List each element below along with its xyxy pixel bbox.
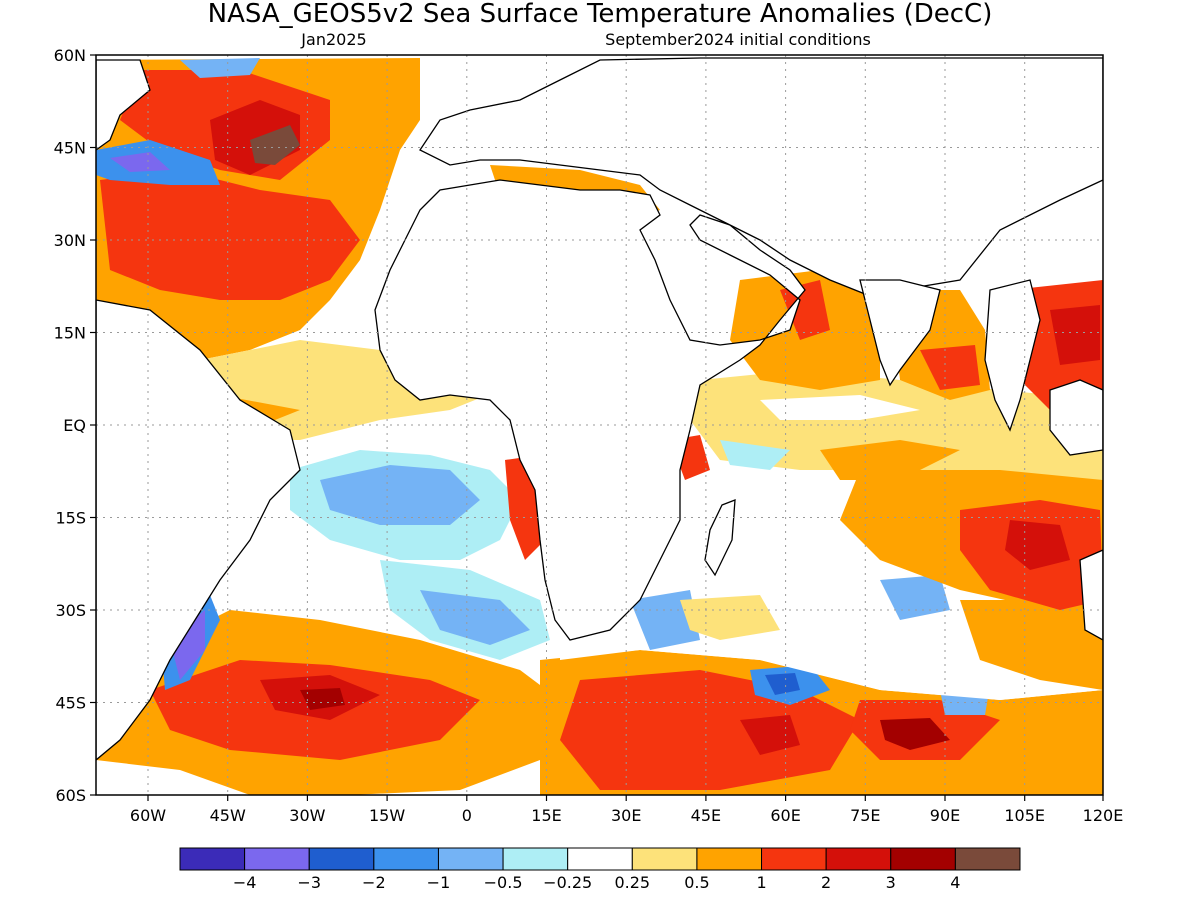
colorbar-label: 1 bbox=[756, 873, 766, 892]
colorbar-swatch bbox=[825, 847, 892, 871]
colorbar-swatch bbox=[696, 847, 763, 871]
colorbar-label: −3 bbox=[297, 873, 321, 892]
colorbar-label: −1 bbox=[427, 873, 451, 892]
graticule bbox=[96, 55, 1103, 795]
longitude-tick-label: 0 bbox=[462, 806, 472, 825]
colorbar-label: −4 bbox=[233, 873, 257, 892]
latitude-tick-label: 60S bbox=[55, 786, 86, 805]
longitude-axis: 60W 45W 30W 15W 0 15E 30E 45E 60E 75E 90E 105E 120E bbox=[130, 795, 1123, 825]
colorbar-swatch bbox=[373, 847, 439, 871]
colorbar-swatch bbox=[179, 847, 246, 871]
africa-landmass bbox=[374, 179, 806, 641]
colorbar-label: 4 bbox=[950, 873, 960, 892]
colorbar-label: −2 bbox=[362, 873, 386, 892]
forecast-month-label: Jan2025 bbox=[300, 30, 366, 49]
latitude-tick-label: 45S bbox=[55, 694, 86, 713]
latitude-tick-label: 45N bbox=[54, 139, 86, 158]
colorbar-swatch bbox=[890, 847, 956, 871]
colorbar-swatch bbox=[631, 847, 698, 871]
longitude-tick-label: 75E bbox=[850, 806, 880, 825]
colorbar-swatch bbox=[437, 847, 504, 871]
longitude-tick-label: 30W bbox=[289, 806, 325, 825]
colorbar-label: 3 bbox=[886, 873, 896, 892]
map-title: NASA_GEOS5v2 Sea Surface Temperature Ano… bbox=[208, 0, 993, 29]
australia-landmass bbox=[1079, 549, 1103, 641]
longitude-tick-label: 60W bbox=[130, 806, 166, 825]
colorbar-swatch bbox=[954, 847, 1021, 871]
map-area bbox=[96, 55, 1103, 795]
colorbar-label: −0.25 bbox=[543, 873, 592, 892]
southeast-asia-landmass bbox=[984, 279, 1041, 432]
latitude-tick-label: 30S bbox=[55, 601, 86, 620]
indonesia-landmass bbox=[1049, 379, 1103, 456]
initial-conditions-label: September2024 initial conditions bbox=[605, 30, 871, 49]
colorbar-swatch bbox=[502, 847, 569, 871]
north-america-landmass bbox=[96, 59, 151, 151]
latitude-tick-label: 15N bbox=[54, 324, 86, 343]
longitude-tick-label: 90E bbox=[930, 806, 960, 825]
longitude-tick-label: 15W bbox=[369, 806, 405, 825]
longitude-tick-label: 60E bbox=[770, 806, 800, 825]
south-america-landmass bbox=[96, 299, 301, 761]
latitude-tick-label: EQ bbox=[63, 416, 86, 435]
colorbar-label: −0.5 bbox=[484, 873, 523, 892]
latitude-axis: 60N 45N 30N 15N EQ 15S 30S 45S 60S bbox=[54, 46, 96, 805]
colorbar-swatch bbox=[244, 847, 310, 871]
colorbar-swatch bbox=[567, 847, 633, 871]
colorbar-label: 0.25 bbox=[614, 873, 650, 892]
europe-landmass bbox=[419, 57, 1103, 301]
longitude-tick-label: 45E bbox=[691, 806, 721, 825]
latitude-tick-label: 15S bbox=[55, 509, 86, 528]
colorbar-swatch bbox=[761, 847, 827, 871]
india-landmass bbox=[859, 279, 941, 387]
colorbar-label: 0.5 bbox=[684, 873, 709, 892]
madagascar-landmass bbox=[704, 499, 736, 577]
longitude-tick-label: 120E bbox=[1083, 806, 1124, 825]
colorbar-swatch bbox=[308, 847, 375, 871]
longitude-tick-label: 105E bbox=[1004, 806, 1045, 825]
longitude-tick-label: 45W bbox=[210, 806, 246, 825]
longitude-tick-label: 30E bbox=[611, 806, 641, 825]
latitude-tick-label: 30N bbox=[54, 231, 86, 250]
land-masses bbox=[96, 57, 1103, 761]
colorbar: −4 −3 −2 −1 −0.5 −0.25 0.25 0.5 1 2 3 4 bbox=[179, 847, 1021, 892]
colorbar-label: 2 bbox=[821, 873, 831, 892]
longitude-tick-label: 15E bbox=[531, 806, 561, 825]
latitude-tick-label: 60N bbox=[54, 46, 86, 65]
